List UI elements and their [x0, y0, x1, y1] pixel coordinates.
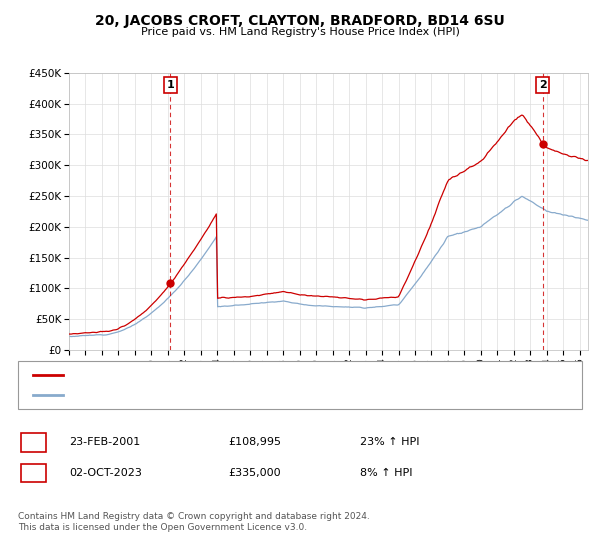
Text: 23-FEB-2001: 23-FEB-2001 [69, 437, 140, 447]
Text: 2: 2 [539, 80, 547, 90]
Text: 1: 1 [30, 437, 37, 447]
Text: 02-OCT-2023: 02-OCT-2023 [69, 468, 142, 478]
Text: 20, JACOBS CROFT, CLAYTON, BRADFORD, BD14 6SU: 20, JACOBS CROFT, CLAYTON, BRADFORD, BD1… [95, 14, 505, 28]
Text: HPI: Average price, detached house, Bradford: HPI: Average price, detached house, Brad… [72, 390, 310, 400]
Text: Price paid vs. HM Land Registry's House Price Index (HPI): Price paid vs. HM Land Registry's House … [140, 27, 460, 37]
Text: £335,000: £335,000 [228, 468, 281, 478]
Text: 1: 1 [166, 80, 174, 90]
Text: Contains HM Land Registry data © Crown copyright and database right 2024.
This d: Contains HM Land Registry data © Crown c… [18, 512, 370, 531]
Text: 2: 2 [30, 468, 37, 478]
Text: 8% ↑ HPI: 8% ↑ HPI [360, 468, 413, 478]
Text: 20, JACOBS CROFT, CLAYTON, BRADFORD, BD14 6SU (detached house): 20, JACOBS CROFT, CLAYTON, BRADFORD, BD1… [72, 370, 443, 380]
Text: 23% ↑ HPI: 23% ↑ HPI [360, 437, 419, 447]
Text: £108,995: £108,995 [228, 437, 281, 447]
